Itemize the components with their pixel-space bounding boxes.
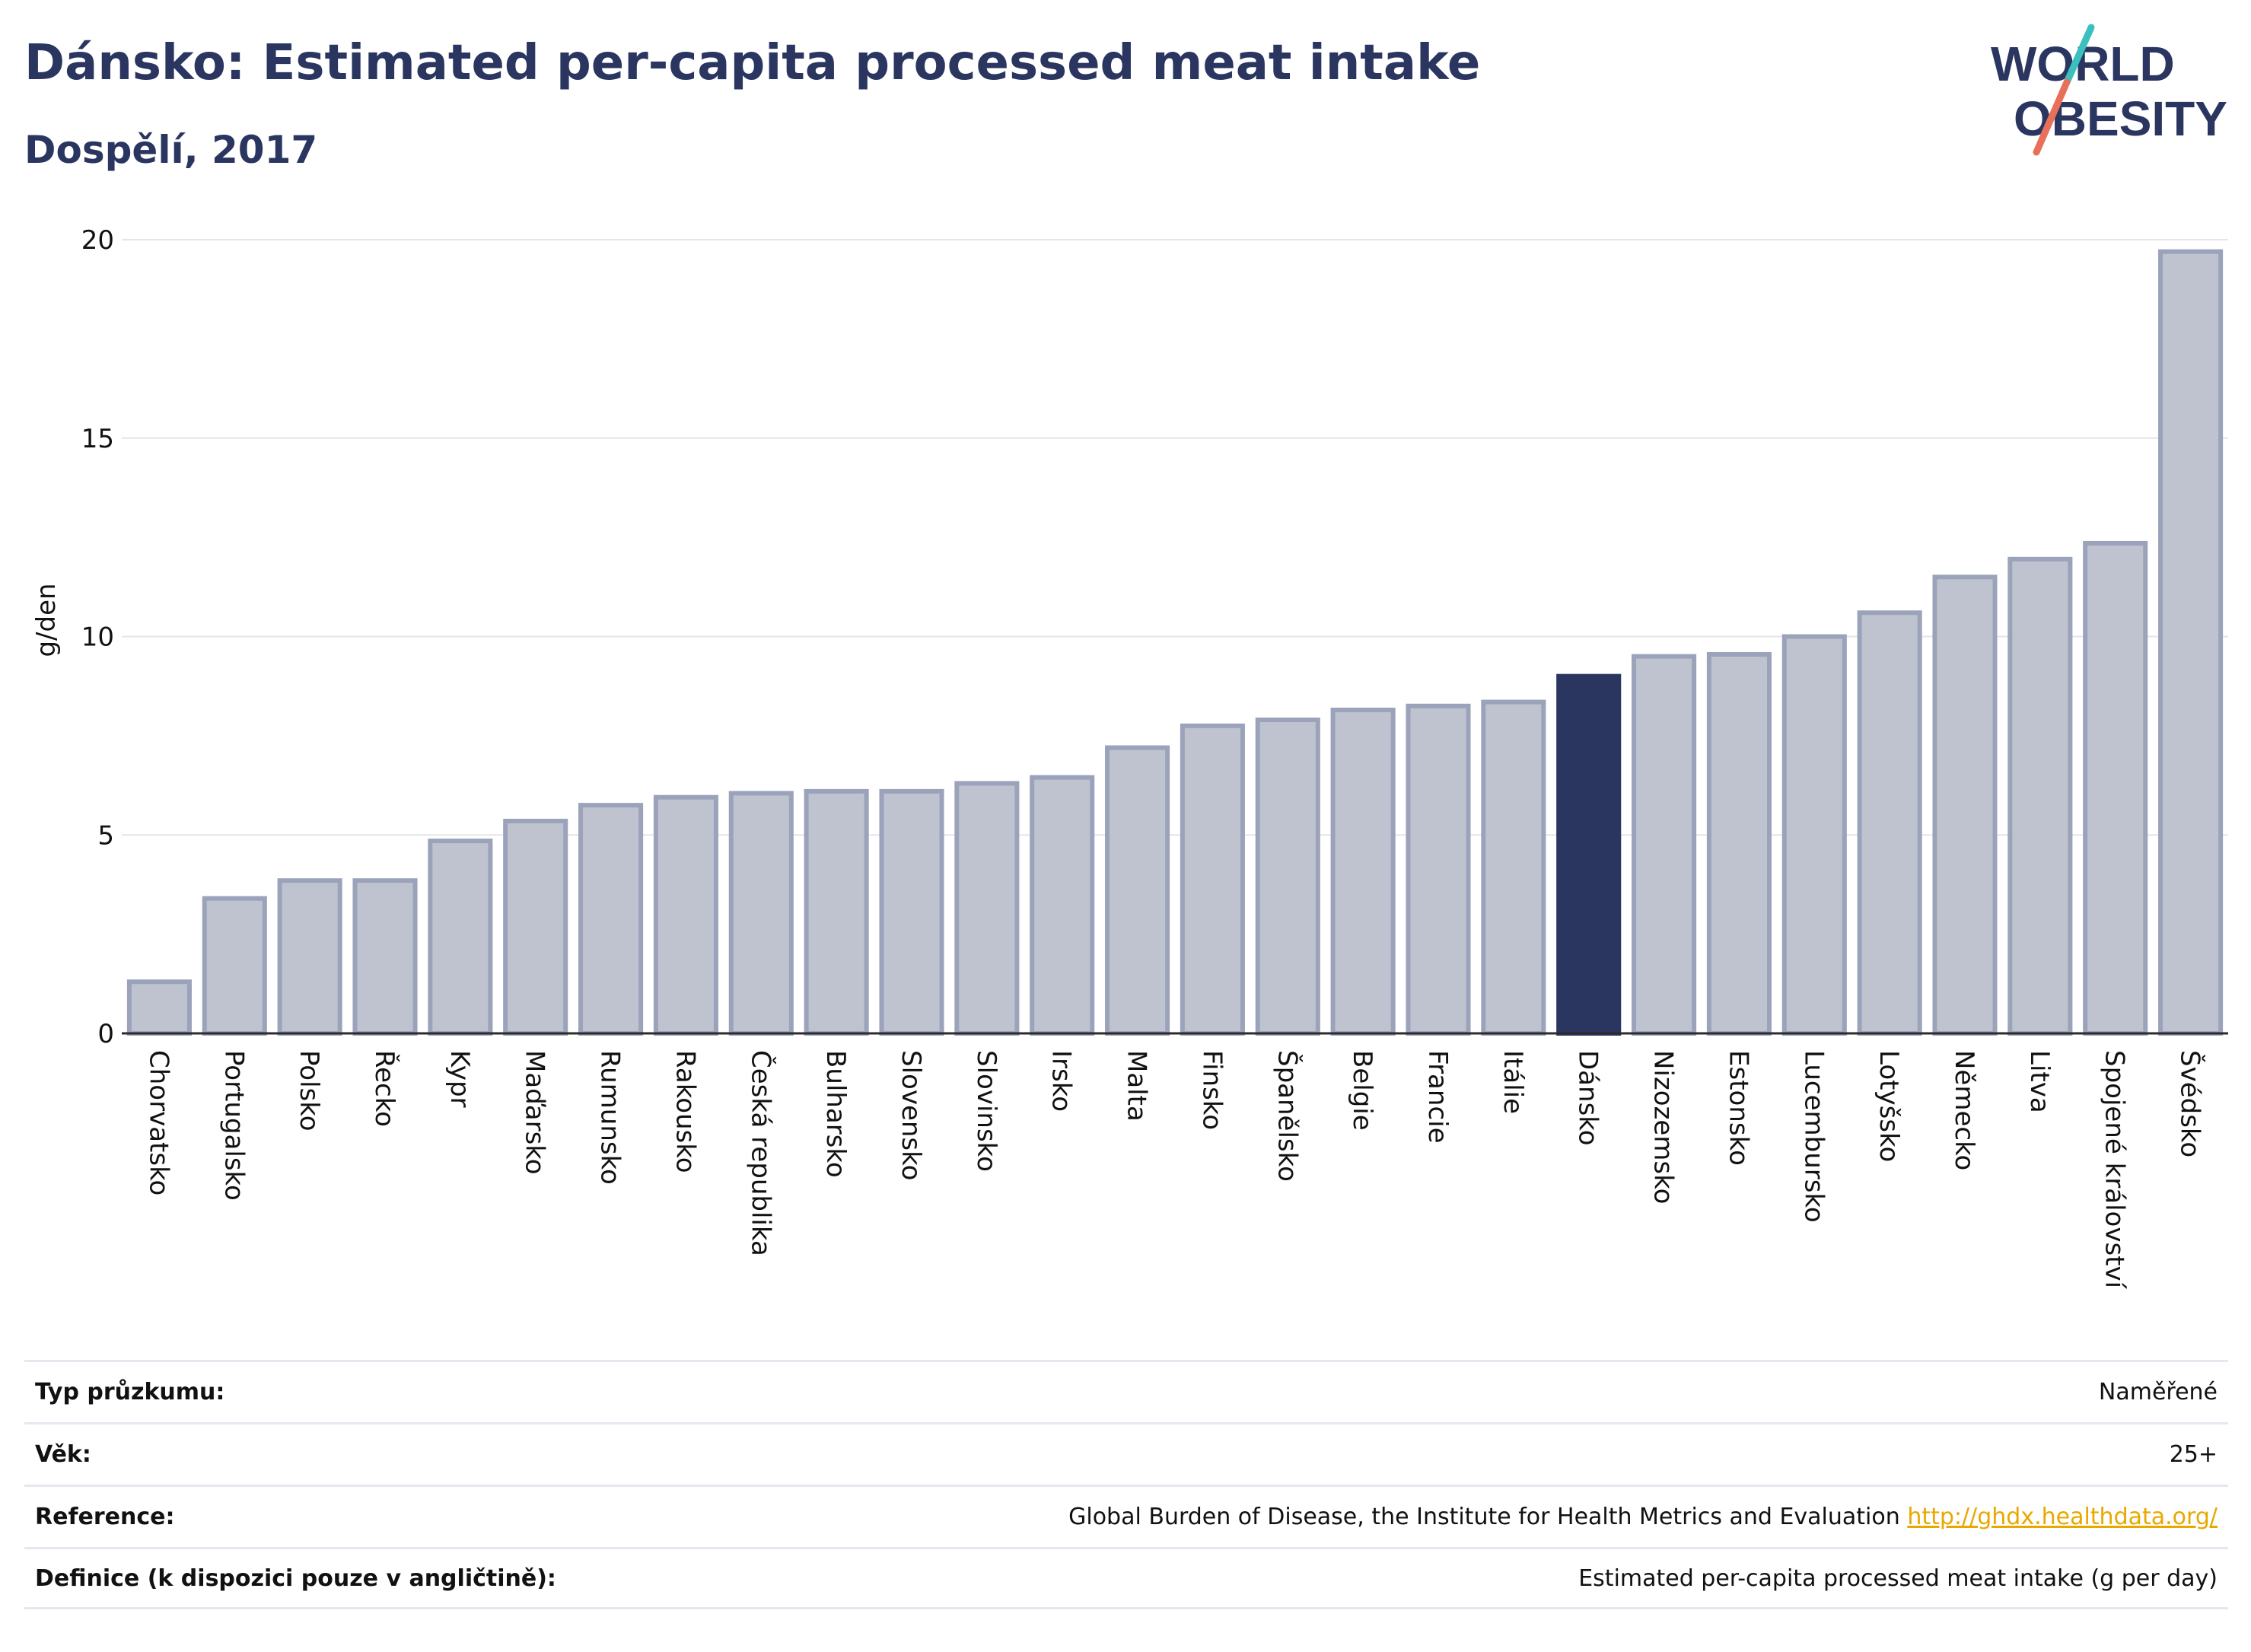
bar[interactable]	[503, 818, 568, 1036]
bar[interactable]	[1706, 651, 1772, 1036]
x-tick-label: Belgie	[1347, 1050, 1377, 1131]
info-label: Reference:	[35, 1504, 175, 1530]
info-value: Estimated per-capita processed meat inta…	[1578, 1564, 2218, 1592]
info-value: 25+	[2169, 1441, 2218, 1468]
logo-slash-top	[2063, 24, 2095, 86]
y-tick-label: 20	[81, 225, 114, 256]
x-tick-label: Litva	[2024, 1050, 2055, 1113]
x-tick-label: Chorvatsko	[143, 1050, 174, 1195]
bar[interactable]	[2007, 556, 2073, 1036]
y-tick-label: 10	[81, 622, 114, 653]
chart-title: Dánsko: Estimated per-capita processed m…	[24, 35, 1481, 91]
y-axis-label: g/den	[31, 583, 62, 657]
bar[interactable]	[2083, 540, 2148, 1036]
bars	[126, 249, 2224, 1036]
bar[interactable]	[1406, 703, 1471, 1036]
reference-link[interactable]: http://ghdx.healthdata.org/	[1907, 1504, 2218, 1530]
bar[interactable]	[1632, 654, 1697, 1036]
x-tick-label: Itálie	[1498, 1050, 1528, 1114]
bar[interactable]	[1030, 775, 1095, 1036]
x-tick-label: Francie	[1422, 1050, 1453, 1144]
x-tick-label: Portugalsko	[218, 1050, 249, 1201]
bar[interactable]	[1180, 723, 1245, 1036]
x-tick-label: Řecko	[369, 1050, 400, 1127]
y-tick-label: 5	[97, 820, 114, 851]
reference-text: Global Burden of Disease, the Institute …	[1068, 1504, 1900, 1530]
bar[interactable]	[1857, 610, 1922, 1036]
logo-slash-bottom	[2033, 78, 2071, 156]
bar[interactable]	[1330, 707, 1396, 1036]
x-tick-label: Kypr	[444, 1050, 475, 1108]
info-value: Global Burden of Disease, the Institute …	[1068, 1504, 2218, 1530]
x-tick-label: Spojené království	[2100, 1050, 2130, 1290]
bar-chart: 0 5 10 15 20 g/den Chorvatsko Portugalsko Pols…	[31, 225, 2228, 1290]
x-tick-label: Lucembursko	[1798, 1050, 1829, 1223]
bar[interactable]	[2158, 249, 2224, 1036]
bar[interactable]	[1781, 634, 1847, 1036]
bar[interactable]	[653, 794, 718, 1036]
world-obesity-logo: WORLD OBESITY	[1991, 24, 2227, 156]
bar[interactable]	[728, 791, 794, 1036]
category-labels: Chorvatsko Portugalsko Polsko Řecko Kypr Maďa…	[143, 1050, 2205, 1290]
bar[interactable]	[1105, 745, 1170, 1036]
bar[interactable]	[428, 839, 493, 1036]
x-tick-label: Rumunsko	[595, 1050, 626, 1185]
y-tick-label: 0	[97, 1019, 114, 1049]
info-row-definition: Definice (k dispozici pouze v angličtině…	[24, 1547, 2228, 1609]
x-tick-label: Slovensko	[896, 1050, 926, 1180]
bar[interactable]	[879, 788, 944, 1036]
info-table: Typ průzkumu: Naměřené Věk: 25+ Referenc…	[24, 1360, 2228, 1609]
bar[interactable]	[1556, 673, 1622, 1036]
info-label: Věk:	[35, 1441, 91, 1468]
x-tick-label: Španělsko	[1272, 1050, 1303, 1182]
bar[interactable]	[578, 803, 644, 1036]
bar[interactable]	[126, 979, 192, 1036]
x-tick-label: Dánsko	[1573, 1050, 1603, 1146]
x-tick-label: Švédsko	[2175, 1050, 2206, 1157]
bar[interactable]	[954, 781, 1020, 1036]
bar[interactable]	[1932, 575, 1998, 1036]
x-tick-label: Irsko	[1046, 1050, 1077, 1112]
x-tick-label: Rakousko	[670, 1050, 700, 1173]
bar[interactable]	[202, 896, 267, 1036]
bar[interactable]	[1255, 718, 1320, 1036]
info-value: Naměřené	[2098, 1379, 2218, 1405]
chart-subtitle: Dospělí, 2017	[24, 128, 318, 172]
bar[interactable]	[1481, 699, 1546, 1036]
x-tick-label: Bulharsko	[820, 1050, 851, 1178]
x-tick-label: Česká republika	[745, 1050, 776, 1256]
x-tick-label: Malta	[1122, 1050, 1152, 1122]
bar[interactable]	[804, 788, 869, 1036]
y-axis-ticks: 0 5 10 15 20	[81, 225, 114, 1049]
x-tick-label: Estonsko	[1723, 1050, 1753, 1166]
x-tick-label: Německo	[1949, 1050, 1979, 1170]
bar[interactable]	[277, 878, 342, 1036]
info-row-reference: Reference: Global Burden of Disease, the…	[24, 1485, 2228, 1547]
bar[interactable]	[352, 878, 418, 1036]
x-tick-label: Polsko	[294, 1050, 324, 1132]
info-label: Definice (k dispozici pouze v angličtině…	[35, 1564, 556, 1592]
x-tick-label: Maďarsko	[520, 1050, 550, 1175]
y-tick-label: 15	[81, 424, 114, 454]
info-row-age: Věk: 25+	[24, 1422, 2228, 1485]
x-tick-label: Lotyšsko	[1874, 1050, 1904, 1162]
info-label: Typ průzkumu:	[35, 1379, 225, 1405]
x-tick-label: Slovinsko	[971, 1050, 1001, 1172]
x-tick-label: Nizozemsko	[1648, 1050, 1679, 1204]
info-row-survey-type: Typ průzkumu: Naměřené	[24, 1360, 2228, 1422]
x-tick-label: Finsko	[1196, 1050, 1227, 1130]
